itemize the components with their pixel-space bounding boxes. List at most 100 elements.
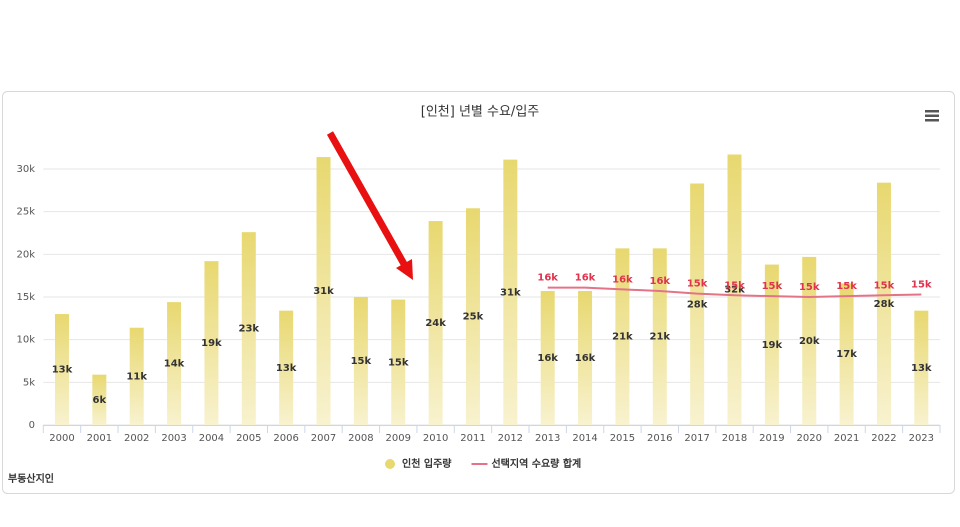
bar [727, 154, 742, 425]
bar-value-label: 21k [612, 332, 633, 343]
x-tick-label: 2010 [423, 433, 448, 444]
bar [465, 208, 480, 425]
bar [652, 248, 667, 425]
bar [764, 264, 779, 425]
bar-value-label: 21k [649, 332, 670, 343]
bar [129, 327, 144, 425]
bar-value-label: 32k [724, 285, 745, 296]
x-tick-label: 2019 [759, 433, 784, 444]
bar [540, 291, 555, 425]
y-tick-label: 15k [16, 292, 35, 303]
legend-label: 인천 입주량 [402, 457, 452, 470]
bar [503, 159, 518, 425]
bar-value-label: 13k [52, 365, 73, 376]
x-tick-label: 2004 [199, 433, 224, 444]
x-tick-label: 2022 [871, 433, 896, 444]
x-tick-label: 2000 [49, 433, 74, 444]
bar-value-label: 20k [799, 336, 820, 347]
bar [690, 183, 705, 425]
x-tick-label: 2006 [273, 433, 298, 444]
bar-value-label: 15k [351, 356, 372, 367]
x-tick-label: 2002 [124, 433, 149, 444]
bar-value-label: 17k [836, 349, 857, 360]
bar [241, 232, 256, 425]
bar-value-label: 31k [313, 286, 334, 297]
bar [54, 314, 69, 425]
line-series [547, 286, 922, 299]
menu-icon[interactable] [925, 110, 939, 122]
x-tick-label: 2009 [386, 433, 411, 444]
x-tick-label: 2008 [348, 433, 373, 444]
x-tick-label: 2007 [311, 433, 336, 444]
bar [578, 291, 593, 425]
line-value-label: 15k [799, 282, 820, 293]
annotation-arrow [326, 131, 413, 280]
logo: 부동산지인 [8, 472, 54, 485]
line-value-label: 16k [612, 274, 633, 285]
x-tick-label: 2016 [647, 433, 672, 444]
y-tick-label: 30k [16, 164, 35, 175]
x-tick-label: 2005 [236, 433, 261, 444]
bar-value-label: 24k [425, 318, 446, 329]
bar-value-label: 6k [93, 395, 107, 406]
bar-value-label: 13k [276, 363, 297, 374]
x-tick-label: 2014 [572, 433, 597, 444]
legend-label: 선택지역 수요량 합계 [491, 457, 581, 470]
bar-value-label: 15k [388, 357, 409, 368]
bar-value-label: 13k [911, 363, 932, 374]
bar [615, 248, 630, 425]
bar [428, 221, 443, 425]
line-value-label: 16k [575, 273, 596, 284]
line-value-label: 15k [874, 280, 895, 291]
bar-value-label: 25k [463, 312, 484, 323]
x-tick-label: 2001 [87, 433, 112, 444]
x-tick-label: 2017 [684, 433, 709, 444]
bar-value-label: 28k [687, 299, 708, 310]
line-value-label: 15k [911, 279, 932, 290]
bar [391, 299, 406, 425]
line-value-label: 15k [724, 280, 745, 291]
x-tick-label: 2013 [535, 433, 560, 444]
bar [316, 157, 331, 425]
x-tick-label: 2012 [498, 433, 523, 444]
bar-value-label: 31k [500, 287, 521, 298]
bar [167, 302, 182, 425]
chart-title: [인천] 년별 수요/입주 [421, 105, 540, 120]
line-value-label: 16k [537, 273, 558, 284]
y-tick-label: 25k [16, 207, 35, 218]
line-value-label: 15k [762, 281, 783, 292]
line-value-label: 15k [836, 281, 857, 292]
x-tick-label: 2015 [610, 433, 635, 444]
bar-value-label: 16k [575, 353, 596, 364]
y-tick-label: 0 [29, 420, 35, 431]
x-tick-label: 2020 [797, 433, 822, 444]
x-tick-label: 2011 [460, 433, 485, 444]
y-tick-label: 10k [16, 335, 35, 346]
line-value-label: 16k [649, 276, 670, 287]
bar-value-label: 28k [874, 299, 895, 310]
bar-value-label: 23k [239, 324, 260, 335]
bar [802, 256, 817, 425]
bar [839, 283, 854, 425]
bar [914, 310, 929, 425]
x-tick-label: 2021 [834, 433, 859, 444]
bar [92, 374, 107, 425]
bar-value-label: 14k [164, 359, 185, 370]
legend-swatch [385, 459, 395, 469]
bar-value-label: 19k [201, 338, 222, 349]
bar-value-label: 11k [126, 371, 147, 382]
x-tick-label: 2003 [161, 433, 186, 444]
line-value-label: 15k [687, 279, 708, 290]
bar-value-label: 16k [537, 353, 558, 364]
x-tick-label: 2018 [722, 433, 747, 444]
bar-value-label: 19k [762, 340, 783, 351]
bar [353, 297, 368, 425]
bar [876, 182, 891, 425]
y-tick-label: 20k [16, 249, 35, 260]
x-tick-label: 2023 [909, 433, 934, 444]
y-tick-label: 5k [23, 377, 35, 388]
bar [279, 310, 294, 425]
bar [204, 261, 219, 425]
